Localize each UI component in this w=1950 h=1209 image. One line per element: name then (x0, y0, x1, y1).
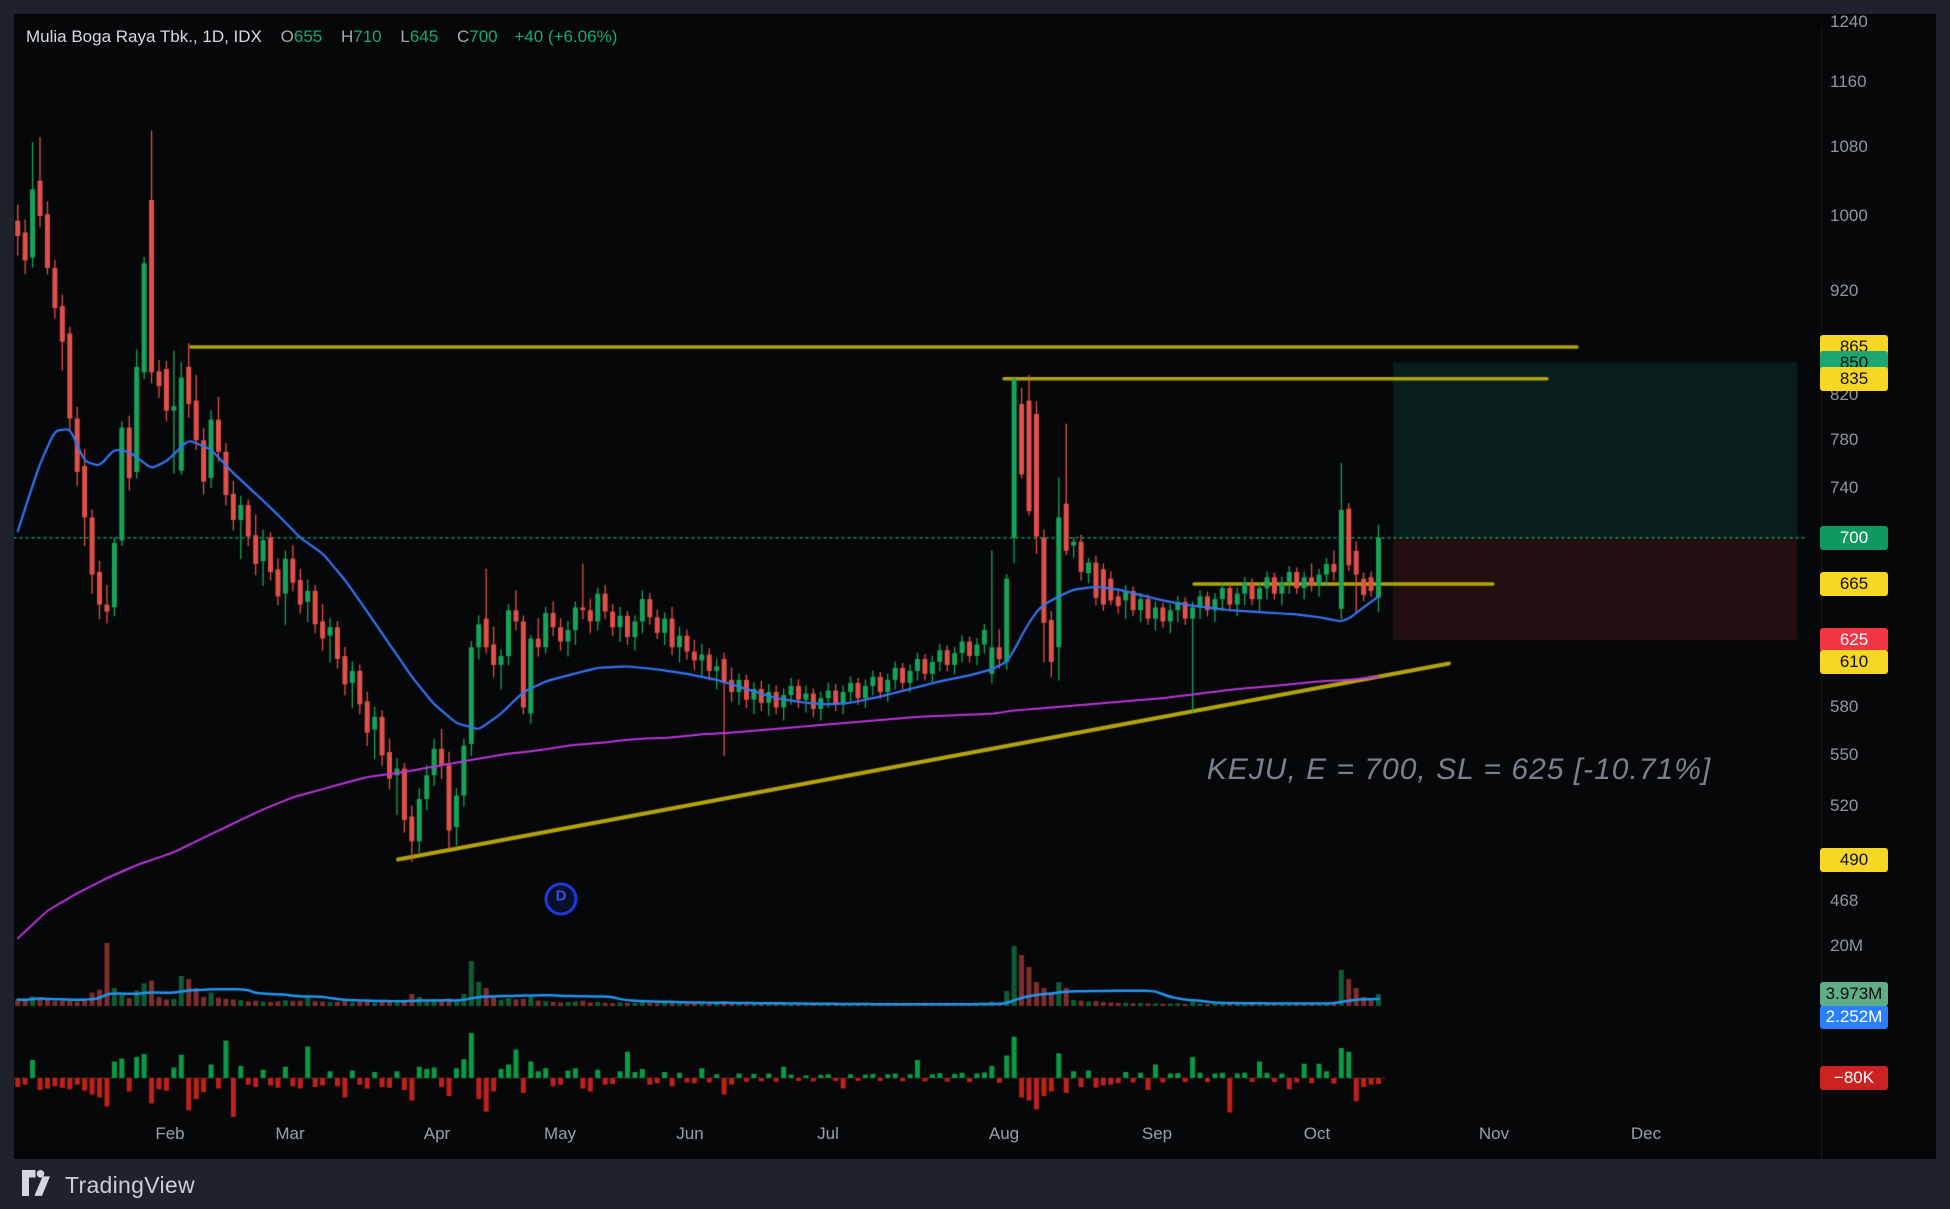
high-value: 710 (353, 27, 382, 46)
tradingview-logo-icon (22, 1170, 56, 1201)
chart-region[interactable] (14, 14, 1936, 1173)
high-label: H (340, 27, 354, 46)
close-label: C (456, 27, 470, 46)
trade-plan-annotation[interactable]: KEJU, E = 700, SL = 625 [-10.71%] (1206, 753, 1712, 786)
tradingview-logo[interactable]: TradingView (22, 1170, 195, 1201)
symbol-legend[interactable]: Mulia Boga Raya Tbk., 1D, IDX O655 H710 … (26, 26, 617, 48)
low-value: 645 (409, 27, 439, 46)
symbol-title[interactable]: Mulia Boga Raya Tbk., 1D, IDX (26, 27, 262, 46)
open-value: 655 (293, 27, 323, 46)
price-axis-divider (1821, 28, 1822, 1173)
low-label: L (400, 27, 410, 46)
bottom-toolbar: TradingView (0, 1159, 1950, 1209)
change-value: +40 (+6.06%) (514, 27, 618, 46)
open-label: O (280, 27, 294, 46)
price-chart-canvas[interactable] (14, 14, 1936, 1159)
dividend-marker-icon[interactable]: D (544, 882, 578, 916)
close-value: 700 (469, 27, 498, 46)
tradingview-logo-text: TradingView (65, 1172, 195, 1198)
